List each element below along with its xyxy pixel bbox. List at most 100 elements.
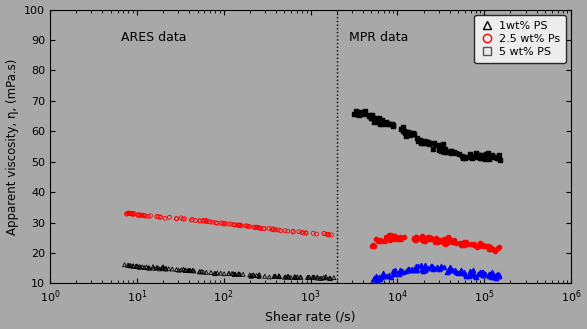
Point — [403, 132, 412, 137]
Point — [427, 264, 437, 269]
Point — [375, 239, 384, 244]
Point — [465, 151, 475, 156]
Point — [487, 154, 496, 159]
Point — [195, 218, 204, 223]
Point — [180, 267, 190, 272]
Point — [405, 133, 414, 138]
Point — [177, 267, 186, 272]
Point — [249, 224, 258, 230]
Point — [144, 266, 154, 271]
Point — [467, 156, 476, 161]
Point — [485, 274, 495, 279]
Point — [472, 244, 481, 249]
Point — [399, 128, 409, 134]
Point — [424, 235, 434, 240]
Point — [264, 226, 274, 231]
Point — [290, 274, 299, 279]
Point — [378, 117, 387, 122]
Point — [269, 226, 278, 232]
Point — [436, 239, 446, 244]
Point — [473, 154, 482, 160]
Point — [395, 269, 404, 274]
Point — [459, 240, 468, 245]
Point — [160, 266, 170, 271]
Point — [141, 265, 151, 270]
Point — [227, 271, 237, 276]
Point — [379, 121, 388, 126]
Point — [494, 272, 504, 277]
Point — [256, 226, 265, 231]
Point — [367, 113, 377, 118]
Point — [493, 272, 502, 277]
Point — [131, 264, 140, 269]
Point — [260, 274, 269, 279]
Point — [275, 274, 284, 279]
Point — [323, 232, 333, 238]
Point — [424, 265, 433, 270]
Point — [444, 236, 454, 241]
Y-axis label: Apparent viscosity, η, (mPa.s): Apparent viscosity, η, (mPa.s) — [5, 58, 19, 235]
Point — [184, 268, 193, 273]
Point — [415, 137, 424, 142]
Point — [446, 148, 455, 153]
Point — [133, 264, 142, 269]
Point — [485, 246, 494, 252]
Point — [383, 120, 392, 125]
Point — [247, 273, 256, 279]
Point — [259, 226, 269, 231]
Point — [129, 263, 138, 268]
Point — [326, 276, 335, 281]
Point — [440, 264, 449, 269]
Point — [460, 269, 469, 275]
Point — [493, 246, 502, 251]
Point — [174, 267, 183, 273]
Point — [234, 271, 244, 277]
Point — [406, 131, 415, 136]
Point — [487, 153, 497, 159]
Point — [409, 131, 418, 136]
Point — [122, 212, 131, 217]
Point — [123, 263, 133, 268]
Point — [393, 236, 402, 241]
Point — [129, 211, 138, 216]
Point — [480, 271, 489, 276]
Point — [353, 112, 363, 117]
Point — [152, 214, 161, 219]
Point — [407, 132, 416, 137]
Point — [195, 269, 204, 274]
Point — [433, 264, 442, 269]
Point — [145, 266, 154, 271]
Point — [283, 274, 292, 280]
Point — [438, 148, 448, 153]
Point — [235, 223, 244, 228]
Point — [427, 237, 437, 242]
Point — [220, 221, 229, 227]
Point — [471, 274, 481, 279]
Point — [396, 269, 406, 274]
Point — [284, 274, 294, 279]
Point — [152, 265, 161, 270]
Point — [256, 226, 265, 231]
Point — [395, 269, 404, 274]
Point — [375, 115, 384, 121]
Point — [359, 110, 368, 115]
Point — [382, 273, 392, 278]
Point — [132, 264, 141, 269]
Point — [446, 265, 455, 270]
Point — [488, 272, 497, 277]
Point — [370, 276, 379, 281]
Point — [309, 275, 319, 280]
Point — [125, 211, 134, 216]
Point — [136, 213, 145, 218]
Point — [303, 275, 313, 280]
Point — [389, 271, 398, 276]
Point — [457, 270, 467, 275]
Point — [481, 156, 490, 161]
Point — [137, 264, 147, 269]
Point — [452, 240, 461, 246]
Point — [467, 271, 477, 276]
Point — [375, 276, 384, 282]
Point — [399, 269, 408, 275]
Point — [254, 274, 264, 279]
Point — [420, 266, 430, 271]
